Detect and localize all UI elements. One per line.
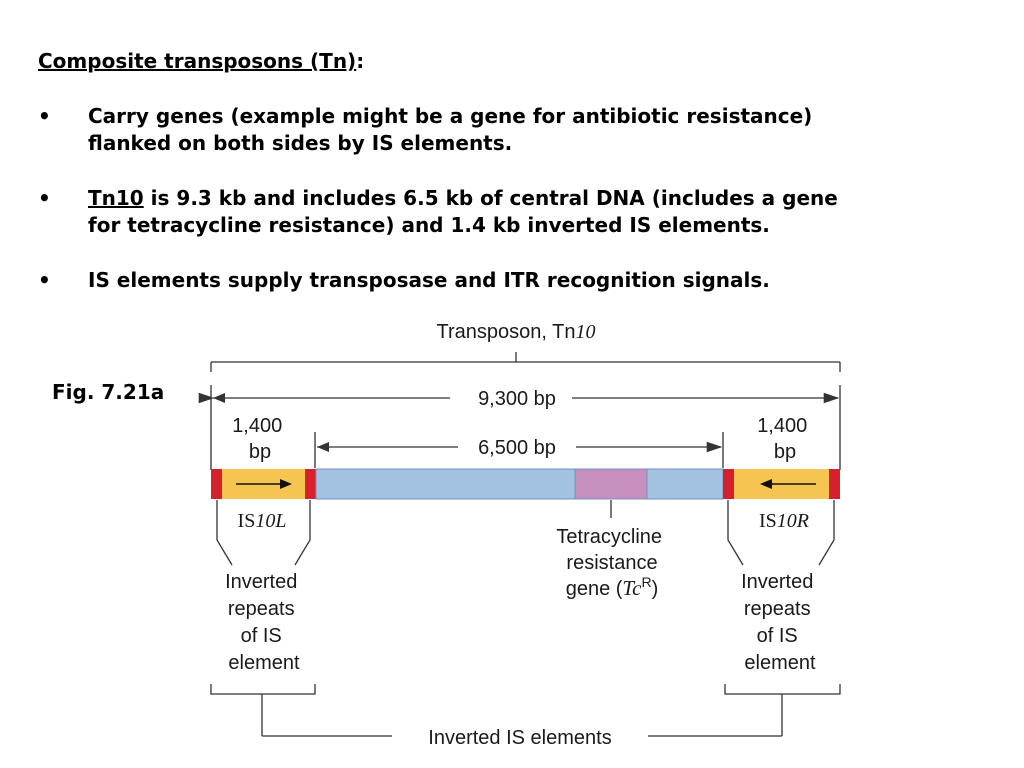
inverted-repeat-block xyxy=(829,469,840,499)
bullet-symbol: • xyxy=(38,104,51,128)
is10r-label: IS10R xyxy=(759,510,809,532)
inverted-repeat-block xyxy=(211,469,222,499)
total-length-dimension xyxy=(198,385,841,470)
arrowhead-left xyxy=(317,442,329,452)
arrowhead-left xyxy=(213,393,225,403)
bullet-symbol: • xyxy=(38,186,51,210)
bullet-text-3: IS elements supply transposase and ITR r… xyxy=(88,267,988,294)
is10l-label: IS10L xyxy=(238,510,287,532)
inverted-repeat-block xyxy=(305,469,316,499)
left-inverted-repeats-label: Inverted repeats of IS element xyxy=(225,571,303,674)
inverted-repeat-block xyxy=(723,469,734,499)
tet-gene-symbol: gene (TcR) xyxy=(566,574,659,600)
is10l-orientation-arrow xyxy=(236,479,292,489)
central-dna-block xyxy=(646,468,724,500)
title-colon: : xyxy=(356,49,365,73)
bullet-2-line-1: is 9.3 kb and includes 6.5 kb of central… xyxy=(143,186,838,210)
tet-gene-label: Tetracycline resistance xyxy=(556,526,667,574)
bullet-text-2: Tn10 is 9.3 kb and includes 6.5 kb of ce… xyxy=(88,185,988,239)
right-inverted-repeat-leader xyxy=(727,500,835,566)
inverted-is-elements-label: Inverted IS elements xyxy=(428,727,611,749)
bullet-1-line-1: Carry genes (example might be a gene for… xyxy=(88,104,813,128)
page-title: Composite transposons (Tn): xyxy=(38,48,364,75)
title-text: Composite transposons (Tn) xyxy=(38,49,357,73)
figure-label: Fig. 7.21a xyxy=(52,380,165,404)
bullet-2-line-2: for tetracycline resistance) and 1.4 kb … xyxy=(88,213,770,237)
right-inverted-repeats-label: Inverted repeats of IS element xyxy=(741,571,819,674)
tn10-term: Tn10 xyxy=(88,186,144,210)
diagram-title: Transposon, Tn10 xyxy=(437,321,596,343)
bullet-text-1: Carry genes (example might be a gene for… xyxy=(88,103,988,157)
central-length-label: 6,500 bp xyxy=(478,437,556,459)
inverted-is-bracket xyxy=(210,684,841,737)
bullet-1-line-2: flanked on both sides by IS elements. xyxy=(88,131,513,155)
left-is-length: 1,400 bp xyxy=(232,415,288,463)
transposon-bracket xyxy=(210,352,841,372)
central-dna-block xyxy=(315,468,576,500)
central-length-dimension xyxy=(314,432,724,468)
bullet-3-line-1: IS elements supply transposase and ITR r… xyxy=(88,268,770,292)
tet-gene-block xyxy=(574,468,648,500)
is10r-orientation-arrow xyxy=(760,479,816,489)
bullet-symbol: • xyxy=(38,268,51,292)
total-length-label: 9,300 bp xyxy=(478,388,556,410)
dna-bar xyxy=(211,468,840,500)
left-inverted-repeat-leader xyxy=(216,500,311,566)
right-is-length: 1,400 bp xyxy=(757,415,813,463)
